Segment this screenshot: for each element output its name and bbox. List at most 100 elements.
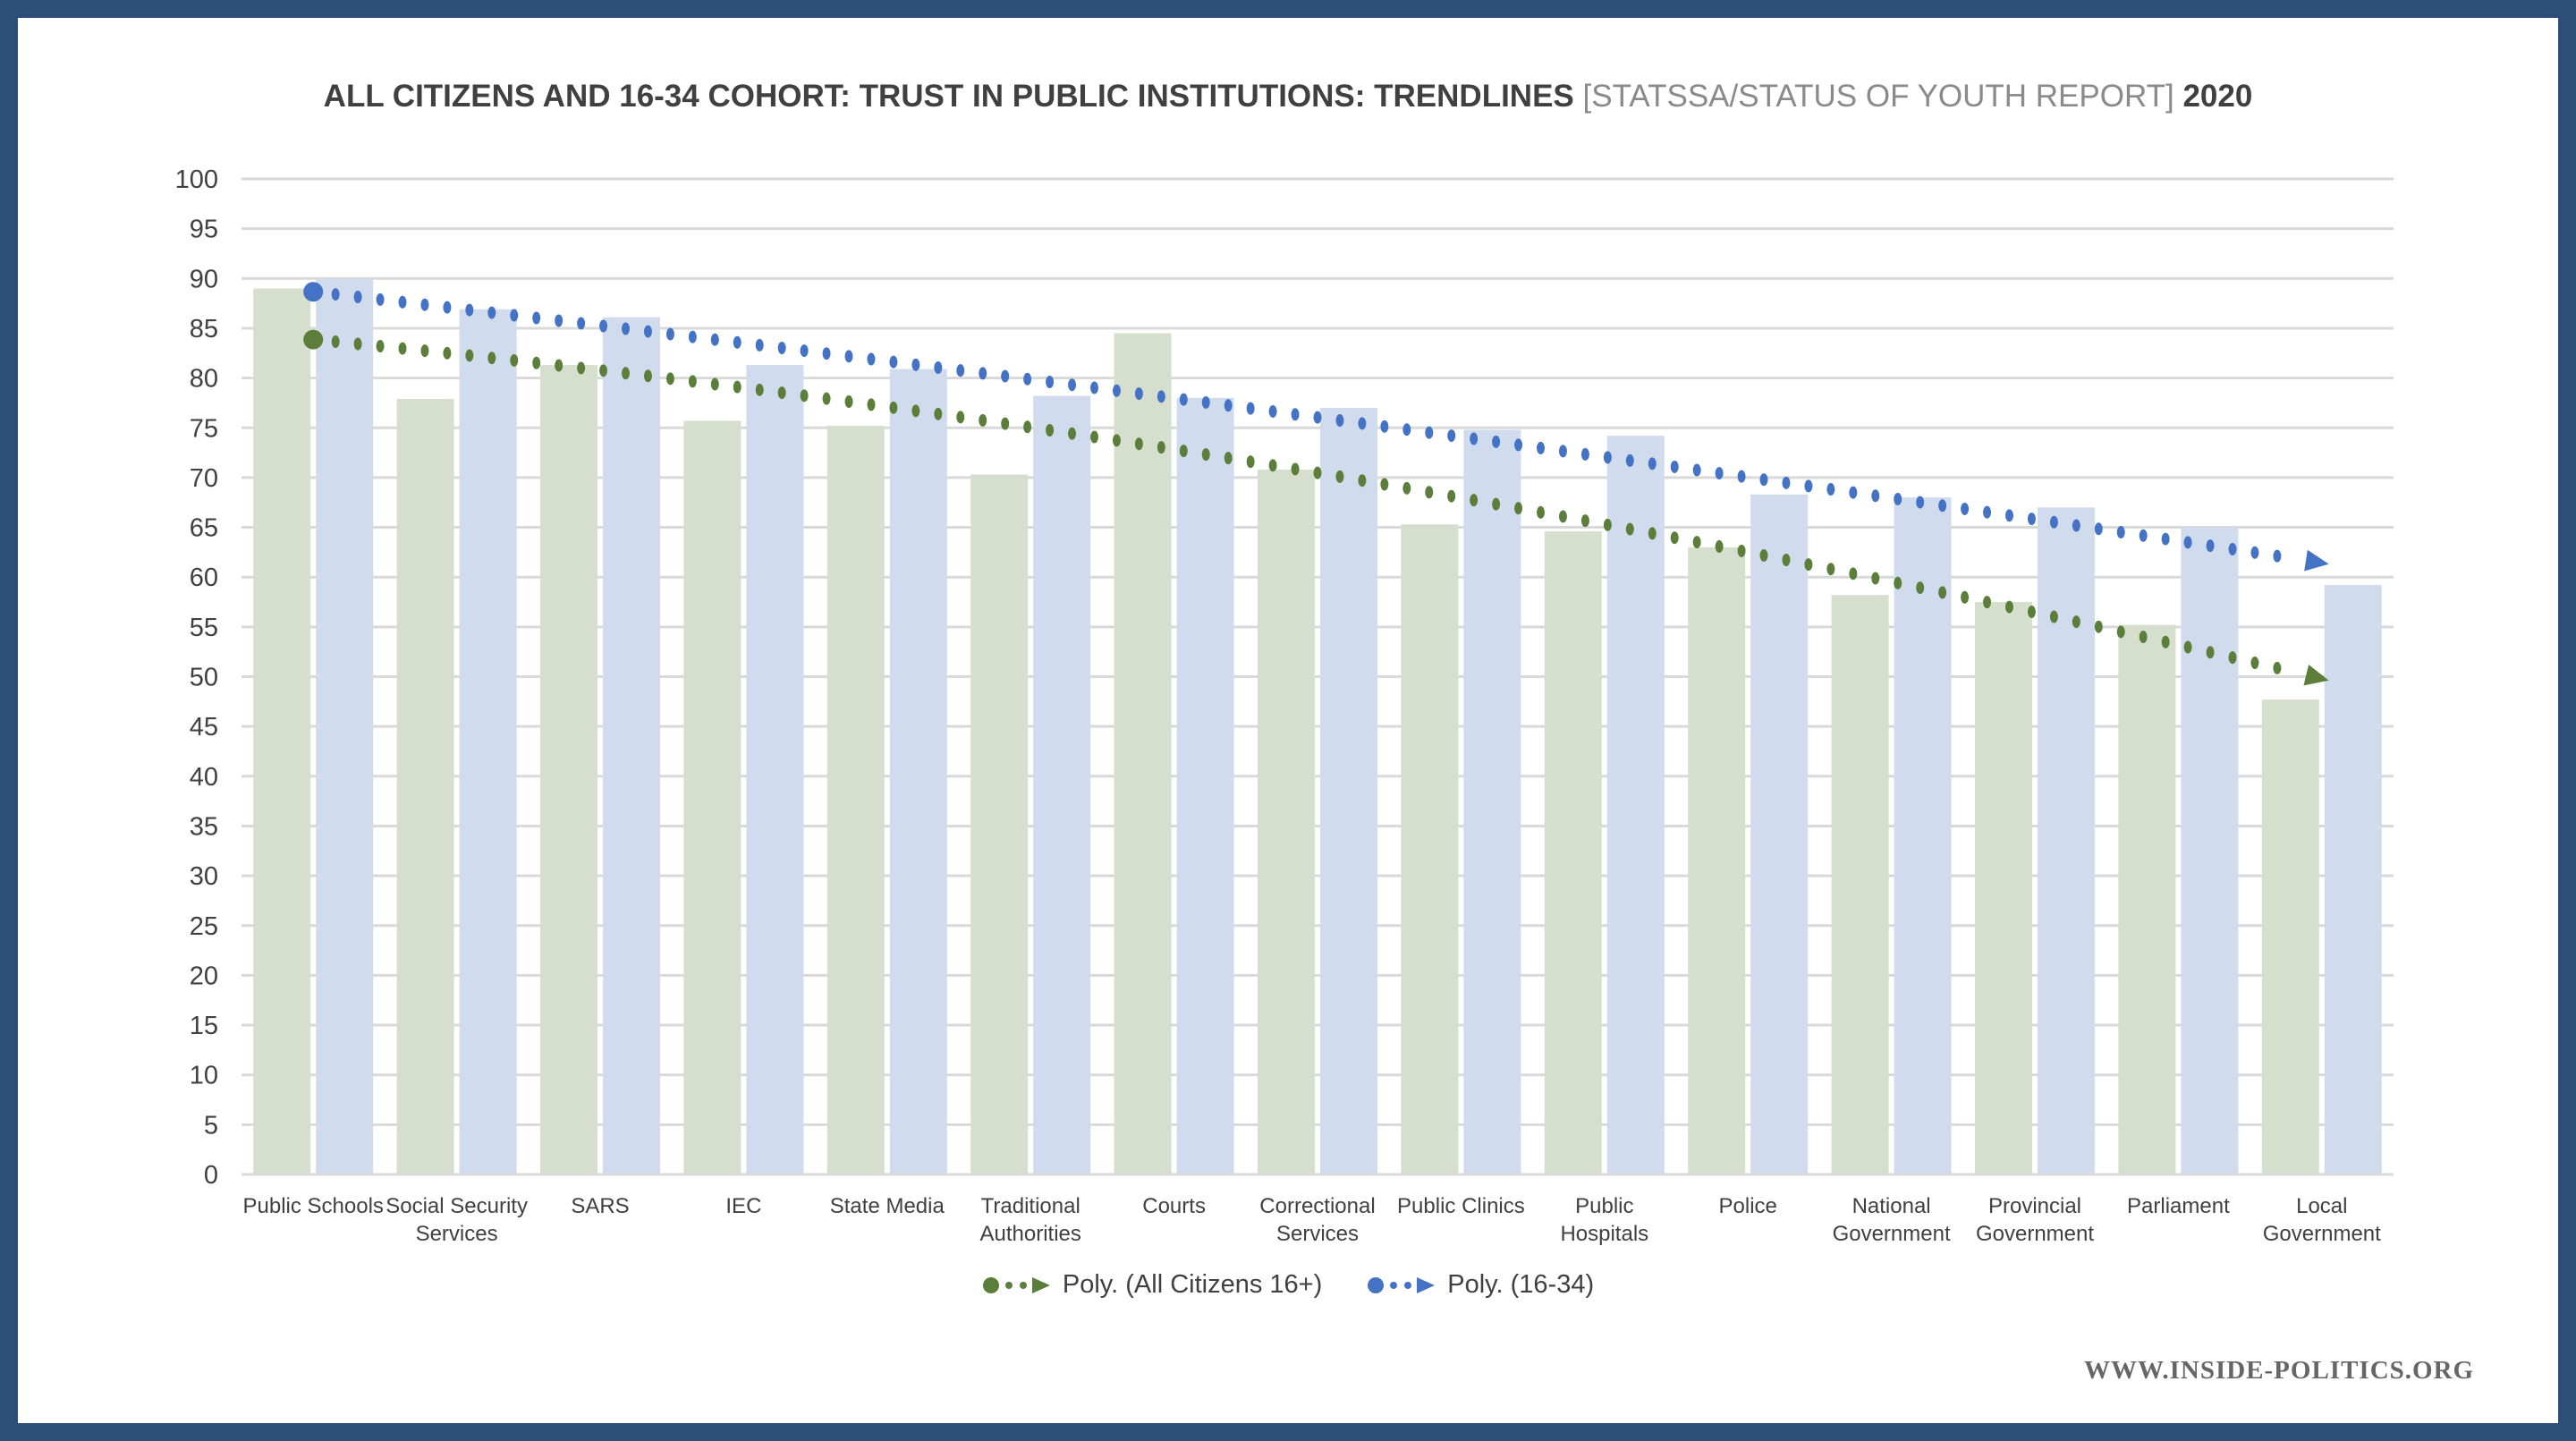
- trendline-dot-0: [979, 413, 987, 427]
- title-main: ALL CITIZENS AND 16-34 COHORT: TRUST IN …: [323, 79, 1574, 114]
- bar-series-0: [253, 288, 311, 1174]
- trendline-dot-1: [555, 314, 564, 327]
- trendline-dot-0: [1046, 424, 1055, 437]
- trendline-dot-0: [1380, 478, 1389, 491]
- bar-series-0: [1975, 602, 2032, 1174]
- bar-series-0: [1688, 547, 1746, 1174]
- y-tick-label: 80: [190, 365, 218, 394]
- trendline-start-marker: [303, 282, 324, 302]
- bar-series-0: [1401, 524, 1459, 1174]
- trendline-dot-0: [532, 356, 541, 369]
- trendline-dot-1: [2183, 536, 2192, 549]
- y-tick-label: 0: [204, 1161, 218, 1190]
- trendline-dot-1: [465, 303, 474, 317]
- x-category-label: Public Clinics: [1397, 1194, 1525, 1218]
- trendline-dot-1: [800, 344, 809, 358]
- trendline-dot-0: [1983, 596, 1992, 609]
- trendline-dot-0: [1625, 522, 1634, 536]
- y-tick-label: 70: [190, 464, 218, 493]
- trendline-dot-1: [420, 298, 429, 311]
- trendline-dot-1: [599, 319, 608, 333]
- trendline-dot-1: [777, 341, 786, 354]
- bar-series-1: [1033, 395, 1091, 1174]
- y-tick-label: 75: [190, 414, 218, 443]
- bar-series-0: [1114, 333, 1172, 1174]
- trendline-dot-0: [2049, 610, 2058, 623]
- trendline-dot-0: [1759, 548, 1768, 562]
- trendline-dot-0: [1001, 417, 1010, 430]
- trendline-dot-0: [443, 346, 452, 360]
- trendline-dot-1: [2027, 513, 2036, 526]
- trendline-dot-0: [376, 340, 385, 353]
- trendline-dot-1: [1514, 438, 1523, 452]
- trendline-dot-0: [622, 367, 631, 380]
- bar-series-0: [2261, 699, 2319, 1174]
- trendline-dot-1: [1670, 460, 1679, 473]
- x-category-label: Courts: [1142, 1194, 1206, 1218]
- trendline-dot-1: [867, 352, 876, 366]
- trendline-dot-0: [1514, 502, 1523, 515]
- y-tick-label: 20: [190, 962, 218, 990]
- y-tick-label: 60: [190, 564, 218, 592]
- trendline-dot-0: [1916, 581, 1925, 595]
- trendline-dot-1: [2116, 526, 2125, 539]
- trendline-dot-1: [1179, 393, 1188, 406]
- trendline-dot-0: [1737, 544, 1746, 557]
- trendline-dot-1: [1380, 420, 1389, 433]
- bar-series-0: [826, 426, 885, 1174]
- trendline-dot-0: [2094, 620, 2103, 633]
- y-tick-label: 100: [175, 165, 218, 194]
- trendline-dot-0: [2027, 606, 2036, 619]
- trendline-dot-1: [1938, 499, 1947, 513]
- legend-item-all-citizens: Poly. (All Citizens 16+): [982, 1270, 1322, 1300]
- trendline-dot-0: [1648, 527, 1657, 540]
- trendline-dot-0: [1447, 489, 1456, 503]
- x-category-label: SARS: [571, 1194, 629, 1218]
- y-tick-label: 40: [190, 763, 218, 792]
- trendline-dot-1: [1068, 378, 1077, 392]
- trendline-dot-1: [1580, 447, 1589, 461]
- bar-series-0: [540, 365, 597, 1175]
- trendline-dot-0: [420, 344, 429, 358]
- trendline-dot-0: [1871, 572, 1880, 585]
- bar-series-0: [1831, 595, 1889, 1174]
- trendline-dot-1: [889, 355, 898, 369]
- trendline-dot-0: [755, 383, 764, 396]
- trendline-dot-0: [1715, 540, 1724, 554]
- trendline-dot-1: [1737, 470, 1746, 483]
- trendline-dot-0: [867, 398, 876, 411]
- x-category-label: Local Government: [2263, 1194, 2381, 1246]
- trendline-dot-1: [2139, 529, 2148, 542]
- trendline-dot-0: [1179, 445, 1188, 458]
- trendline-start-marker: [303, 329, 324, 350]
- bar-series-0: [1258, 469, 1315, 1174]
- trendline-dot-1: [2094, 522, 2103, 536]
- trendline-dot-1: [1046, 376, 1055, 389]
- trendline-dot-0: [1313, 466, 1322, 479]
- y-tick-label: 85: [190, 315, 218, 343]
- x-category-label: Public Hospitals: [1560, 1194, 1648, 1246]
- trendline-dot-0: [2250, 657, 2259, 670]
- trendline-arrow-icon: [2303, 665, 2329, 686]
- trendline-dot-1: [331, 288, 340, 301]
- y-tick-label: 10: [190, 1062, 218, 1090]
- trendline-dot-0: [643, 369, 652, 383]
- trendline-dot-1: [1470, 432, 1479, 445]
- trendline-dot-1: [1804, 479, 1813, 493]
- trendline-dot-1: [622, 322, 631, 335]
- trendline-dot-0: [1692, 536, 1701, 549]
- trendline-dot-0: [1425, 486, 1434, 499]
- trendline-dot-1: [1692, 463, 1701, 477]
- trendline-dot-0: [577, 361, 586, 375]
- trendline-dot-1: [1112, 384, 1121, 397]
- bar-series-0: [1544, 531, 1602, 1174]
- trendline-dot-0: [777, 386, 786, 400]
- trendline-dot-1: [1157, 390, 1165, 403]
- bar-series-1: [1894, 497, 1952, 1174]
- trendline-dot-1: [688, 330, 697, 343]
- trendline-dot-1: [353, 290, 362, 303]
- x-category-label: Social Security Services: [386, 1194, 528, 1246]
- trendline-dot-1: [1001, 369, 1010, 383]
- trendline-dot-0: [822, 392, 831, 405]
- bar-series-0: [970, 474, 1029, 1174]
